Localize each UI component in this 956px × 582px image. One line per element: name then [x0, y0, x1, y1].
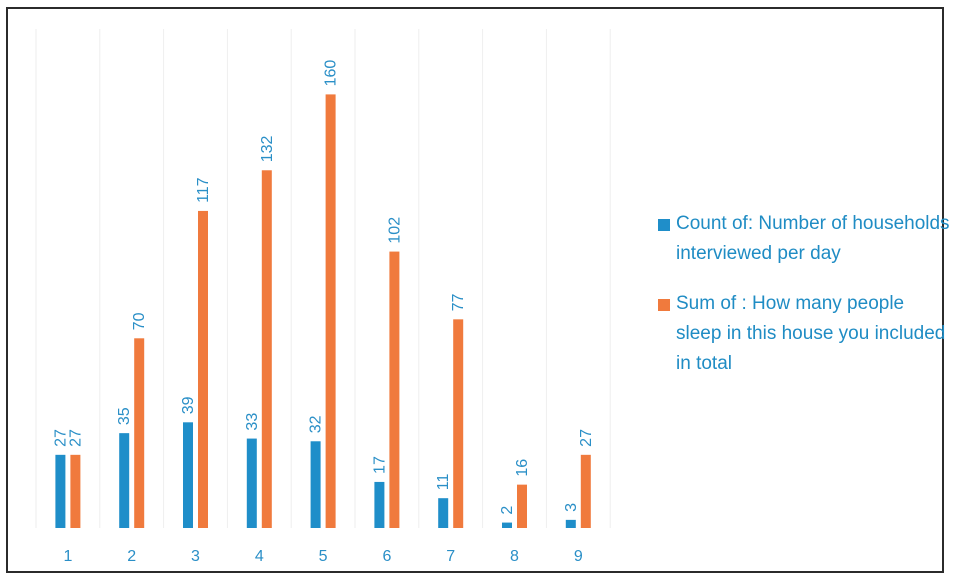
data-label-series-2: 160 [323, 60, 340, 87]
data-label-series-2: 132 [259, 135, 276, 162]
bar-series-1 [310, 441, 321, 528]
bars [55, 94, 591, 529]
bar-series-2 [453, 319, 464, 528]
data-label-series-1: 2 [499, 506, 516, 515]
legend-item-series-2: Sum of : How many people sleep in this h… [658, 289, 953, 379]
bar-series-2 [134, 338, 145, 528]
legend-label-series-2: Sum of : How many people sleep in this h… [676, 293, 946, 374]
legend-swatch-series-2 [658, 299, 670, 311]
x-tick-label: 5 [319, 548, 328, 565]
data-label-series-2: 77 [450, 293, 467, 311]
bar-series-2 [580, 454, 591, 528]
legend-item-series-1: Count of: Number of households interview… [658, 209, 953, 269]
bar-series-2 [517, 484, 527, 528]
data-label-series-1: 39 [180, 396, 197, 414]
legend-label-series-1: Count of: Number of households interview… [676, 213, 950, 264]
data-label-series-1: 3 [563, 503, 580, 512]
data-label-series-1: 11 [435, 473, 452, 490]
data-label-series-1: 33 [244, 413, 261, 431]
data-label-series-2: 27 [578, 429, 595, 447]
x-tick-label: 8 [510, 548, 519, 565]
bar-series-2 [261, 170, 272, 528]
bar-series-1 [246, 438, 257, 528]
bar-series-1 [183, 422, 193, 528]
x-tick-label: 4 [255, 548, 264, 565]
data-label-series-1: 17 [371, 456, 388, 474]
bar-series-2 [70, 454, 81, 528]
data-label-series-2: 27 [67, 429, 84, 447]
x-tick-label: 1 [63, 548, 72, 565]
bar-series-2 [389, 251, 400, 528]
bar-series-2 [198, 210, 208, 528]
legend-swatch-series-1 [658, 219, 670, 231]
data-label-series-2: 117 [195, 177, 212, 203]
chart-frame: 27 27 35 70 39 117 33 132 32 160 17 102 11 77 2 16 3 27 1… [6, 7, 950, 573]
x-tick-label: 9 [574, 548, 583, 565]
x-tick-label: 6 [382, 548, 391, 565]
data-label-series-2: 16 [514, 459, 531, 477]
data-label-series-2: 70 [131, 312, 148, 330]
bar-series-1 [374, 481, 385, 528]
data-label-series-2: 102 [386, 217, 403, 244]
x-tick-label: 2 [127, 548, 136, 565]
legend: Count of: Number of households interview… [658, 209, 953, 399]
gridlines [35, 29, 611, 528]
bar-series-1 [438, 498, 449, 528]
data-label-series-1: 32 [308, 415, 325, 433]
x-axis-ticks: 1 2 3 4 5 6 7 8 9 [63, 548, 582, 565]
bar-series-2 [325, 94, 336, 529]
bar-series-1 [119, 433, 130, 528]
bar-series-1 [565, 519, 576, 528]
bar-series-1 [55, 454, 66, 528]
data-label-series-1: 35 [116, 407, 133, 425]
x-tick-label: 3 [191, 548, 200, 565]
x-tick-label: 7 [446, 548, 455, 565]
bar-series-1 [502, 522, 512, 528]
data-label-series-1: 27 [52, 429, 69, 447]
